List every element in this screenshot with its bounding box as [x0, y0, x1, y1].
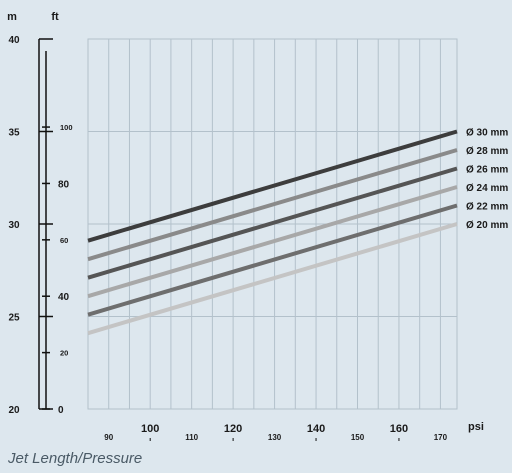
x-tick-label: 130 [268, 433, 282, 442]
x-tick-label: 120 [224, 423, 242, 435]
series-label: Ø 22 mm [466, 202, 508, 213]
feet-tick-label: 20 [60, 349, 68, 358]
feet-tick-label: 40 [58, 292, 70, 303]
series-line [87, 129, 458, 243]
x-tick-label: 170 [434, 433, 448, 442]
meter-unit-label: m [7, 11, 17, 23]
series-line [87, 148, 458, 262]
x-tick-label: 160 [390, 423, 408, 435]
tick-labels: 20 25 30 35 40 m 0 20 40 60 80 100 ft 100 120 140 160 90 1… [7, 11, 508, 442]
series-label: Ø 24 mm [466, 183, 508, 194]
meter-tick-label: 40 [8, 35, 20, 46]
feet-tick-label: 60 [60, 236, 68, 245]
meter-tick-label: 25 [8, 313, 20, 324]
feet-tick-label: 100 [60, 123, 73, 132]
axes [38, 38, 53, 410]
series-line [87, 166, 458, 280]
x-tick-label: 100 [141, 423, 159, 435]
x-tick-label: 150 [351, 433, 365, 442]
feet-unit-label: ft [51, 11, 59, 23]
series-line [87, 203, 458, 317]
series-line [87, 222, 458, 336]
series-label: Ø 30 mm [466, 128, 508, 139]
x-tick-label: 90 [104, 433, 113, 442]
meter-tick-label: 30 [8, 220, 20, 231]
chart-caption: Jet Length/Pressure [8, 450, 143, 467]
series-label: Ø 28 mm [466, 146, 508, 157]
x-tick-label: 140 [307, 423, 325, 435]
x-tick-label: 110 [185, 433, 198, 442]
series-lines [87, 129, 458, 336]
meter-tick-label: 20 [8, 405, 20, 416]
x-unit-label: psi [468, 421, 484, 433]
series-line [87, 185, 458, 299]
series-label: Ø 20 mm [466, 220, 508, 231]
feet-tick-label: 0 [58, 405, 64, 416]
feet-tick-label: 80 [58, 179, 70, 190]
meter-tick-label: 35 [8, 128, 20, 139]
series-label: Ø 26 mm [466, 165, 508, 176]
